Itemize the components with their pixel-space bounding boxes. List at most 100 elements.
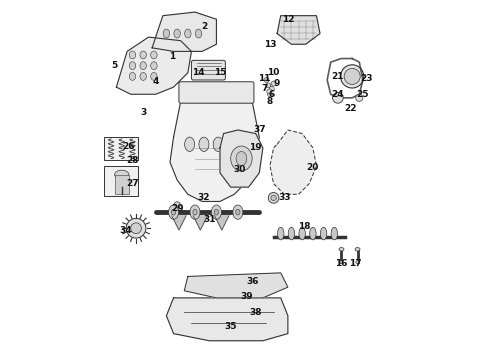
- Text: 4: 4: [152, 77, 159, 86]
- Text: 11: 11: [258, 74, 271, 83]
- Bar: [115, 175, 129, 194]
- Ellipse shape: [174, 29, 180, 38]
- Text: 21: 21: [332, 72, 344, 81]
- Text: 9: 9: [274, 79, 280, 88]
- Ellipse shape: [227, 137, 238, 152]
- Text: 23: 23: [360, 74, 373, 83]
- Ellipse shape: [236, 152, 247, 166]
- Ellipse shape: [193, 209, 197, 215]
- Text: 10: 10: [268, 68, 280, 77]
- Ellipse shape: [268, 193, 279, 203]
- Ellipse shape: [140, 51, 147, 59]
- Ellipse shape: [339, 248, 344, 251]
- Ellipse shape: [190, 205, 200, 219]
- Text: 36: 36: [246, 277, 258, 286]
- Text: 27: 27: [126, 179, 139, 188]
- Text: 32: 32: [197, 193, 210, 202]
- Ellipse shape: [320, 227, 327, 240]
- Text: 19: 19: [249, 143, 262, 152]
- Ellipse shape: [199, 137, 209, 152]
- Text: 6: 6: [269, 90, 275, 99]
- Ellipse shape: [129, 51, 136, 59]
- Text: 3: 3: [140, 108, 147, 117]
- Ellipse shape: [277, 227, 284, 240]
- Text: 37: 37: [253, 126, 266, 135]
- Text: 31: 31: [203, 215, 216, 224]
- Ellipse shape: [267, 89, 272, 94]
- Ellipse shape: [211, 205, 221, 219]
- Ellipse shape: [299, 227, 305, 240]
- Text: 24: 24: [332, 90, 344, 99]
- Text: 33: 33: [278, 193, 291, 202]
- Ellipse shape: [264, 77, 269, 82]
- Ellipse shape: [172, 209, 176, 215]
- Ellipse shape: [129, 72, 136, 80]
- Polygon shape: [220, 130, 263, 187]
- Polygon shape: [170, 84, 259, 202]
- Ellipse shape: [231, 146, 252, 171]
- Polygon shape: [172, 216, 186, 230]
- Text: 5: 5: [112, 61, 118, 70]
- Ellipse shape: [310, 227, 316, 240]
- Bar: [104, 166, 138, 196]
- Polygon shape: [215, 216, 229, 230]
- Polygon shape: [193, 216, 207, 230]
- Text: 12: 12: [282, 15, 294, 24]
- Text: 28: 28: [126, 156, 139, 165]
- Text: 29: 29: [171, 204, 183, 213]
- Ellipse shape: [271, 195, 276, 201]
- Text: 30: 30: [233, 165, 246, 174]
- Text: 13: 13: [264, 40, 276, 49]
- Ellipse shape: [344, 68, 360, 85]
- Ellipse shape: [140, 72, 147, 80]
- Text: 25: 25: [357, 90, 369, 99]
- Ellipse shape: [233, 205, 243, 219]
- Text: 22: 22: [344, 104, 357, 113]
- Ellipse shape: [163, 29, 170, 38]
- Ellipse shape: [174, 202, 180, 208]
- Ellipse shape: [268, 92, 272, 97]
- Ellipse shape: [115, 170, 129, 179]
- Bar: [104, 137, 138, 160]
- Ellipse shape: [288, 227, 294, 240]
- Ellipse shape: [331, 227, 338, 240]
- Ellipse shape: [213, 137, 223, 152]
- Ellipse shape: [214, 209, 219, 215]
- Text: 7: 7: [262, 84, 268, 93]
- Text: 18: 18: [298, 222, 310, 231]
- Ellipse shape: [126, 219, 146, 238]
- Ellipse shape: [151, 51, 157, 59]
- Ellipse shape: [355, 248, 360, 251]
- Ellipse shape: [270, 86, 274, 91]
- Polygon shape: [117, 37, 192, 94]
- Ellipse shape: [271, 81, 276, 86]
- Text: 20: 20: [307, 163, 319, 172]
- Ellipse shape: [236, 209, 240, 215]
- Ellipse shape: [185, 137, 195, 152]
- Ellipse shape: [131, 223, 142, 234]
- Polygon shape: [184, 273, 288, 298]
- Text: 1: 1: [169, 52, 175, 61]
- Text: 2: 2: [201, 22, 207, 31]
- Ellipse shape: [196, 29, 202, 38]
- Ellipse shape: [356, 94, 363, 102]
- Polygon shape: [152, 12, 217, 51]
- Text: 34: 34: [119, 225, 132, 234]
- FancyBboxPatch shape: [192, 60, 225, 80]
- Polygon shape: [270, 130, 317, 194]
- Text: 26: 26: [122, 141, 135, 150]
- Ellipse shape: [341, 65, 364, 88]
- Polygon shape: [277, 16, 320, 44]
- Text: 38: 38: [249, 308, 262, 317]
- Text: 17: 17: [349, 260, 362, 269]
- Ellipse shape: [185, 29, 191, 38]
- Text: 16: 16: [335, 260, 348, 269]
- Text: 39: 39: [241, 292, 253, 301]
- Text: 14: 14: [192, 68, 205, 77]
- Ellipse shape: [140, 62, 147, 69]
- Ellipse shape: [129, 62, 136, 69]
- Text: 15: 15: [214, 68, 226, 77]
- Ellipse shape: [266, 83, 270, 88]
- Ellipse shape: [151, 72, 157, 80]
- Ellipse shape: [151, 62, 157, 69]
